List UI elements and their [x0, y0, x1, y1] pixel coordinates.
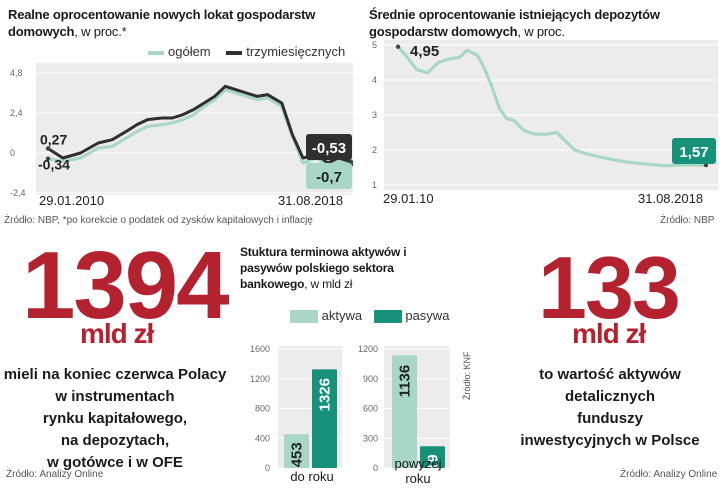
- chart3-y-tick: 0: [265, 463, 270, 473]
- bar-value-label: 453: [289, 442, 306, 467]
- left-stat-number: 1394: [22, 232, 230, 339]
- chart1-end-label-light: -0,7: [316, 169, 342, 186]
- chart1-start-label-dark: 0,27: [40, 132, 67, 148]
- chart1-title-rest: , w proc.*: [74, 24, 127, 39]
- right-stat-unit: mld zł: [572, 318, 646, 349]
- left-stat-source: Źródło: Analizy Online: [6, 469, 104, 480]
- chart1-start-label-light: -0,34: [38, 157, 70, 173]
- bar-pasywa: [312, 369, 337, 468]
- left-desc-line: w gotówce i w OFE: [47, 454, 183, 471]
- chart3-y-tick: 1200: [358, 344, 378, 354]
- chart1-svg: -2,4 0 2,4 4,8 0,27 -0,34 -0,53 -0,7: [10, 68, 354, 198]
- right-stat-description: to wartość aktywów detalicznych funduszy…: [500, 364, 720, 452]
- left-stat-unit: mld zł: [80, 318, 154, 349]
- chart1-y-tick: 0: [10, 148, 15, 158]
- bar-value-label: 1136: [397, 365, 414, 398]
- chart2-title-rest: , w proc.: [517, 24, 565, 39]
- chart1-series-ogolem: [47, 88, 352, 168]
- chart3-y-tick: 400: [255, 433, 270, 443]
- legend-line-ogolem: [148, 50, 164, 55]
- chart3-group2-label: powyżej roku: [386, 456, 450, 486]
- chart2-y-tick: 3: [372, 110, 377, 120]
- chart1-end-box-dark: [306, 134, 352, 160]
- legend-label-aktywa: aktywa: [321, 308, 363, 323]
- chart2-y-tick: 1: [372, 180, 377, 190]
- chart1-y-tick: -2,4: [10, 188, 26, 198]
- left-desc-line: na depozytach,: [60, 432, 170, 449]
- chart3-title: Stuktura terminowa aktywów i pasywów pol…: [240, 244, 460, 292]
- chart3-y-tick: 600: [363, 404, 378, 414]
- chart2-start-point: [395, 44, 401, 49]
- group-label-line: powyżej: [394, 456, 442, 471]
- chart3-title-rest: , w mld zł: [304, 277, 353, 291]
- bar-aktywa: [392, 355, 417, 468]
- chart1-plot-area: [36, 63, 353, 195]
- chart3-y-tick: 300: [363, 433, 378, 443]
- chart3-y-tick: 900: [363, 374, 378, 384]
- group-label-line: roku: [405, 471, 431, 486]
- left-desc-line: mieli na koniec czerwca Polacy: [3, 366, 227, 383]
- chart3-y-tick: 1600: [250, 344, 270, 354]
- chart2-series-line: [396, 45, 706, 168]
- right-desc-line: inwestycyjnych w Polsce: [520, 432, 700, 449]
- chart2-y-tick: 4: [372, 75, 377, 85]
- chart2-source: Źródło: NBP: [660, 215, 715, 226]
- legend-box-aktywa: [290, 310, 318, 324]
- right-desc-line: to wartość aktywów: [539, 366, 681, 383]
- left-stat-description: mieli na koniec czerwca Polacy w instrum…: [0, 364, 230, 474]
- chart2-start-date: 29.01.10: [383, 191, 434, 206]
- chart3-group1-label: do roku: [282, 469, 342, 484]
- chart2-y-tick: 5: [372, 40, 377, 50]
- chart3-y-tick: 0: [373, 463, 378, 473]
- chart1-end-point: [348, 159, 354, 165]
- legend-box-pasywa: [373, 310, 402, 324]
- chart1-start-point: [45, 146, 51, 151]
- chart1-title: Realne oprocentowanie nowych lokat gospo…: [8, 6, 358, 40]
- chart1-title-bold: Realne oprocentowanie nowych lokat gospo…: [8, 7, 316, 39]
- right-desc-line: funduszy: [577, 410, 643, 427]
- left-desc-line: rynku kapitałowego,: [42, 410, 188, 427]
- chart1-end-box-light: [306, 163, 352, 189]
- chart1-y-tick: 4,8: [10, 68, 23, 78]
- right-desc-line: detalicznych: [564, 388, 656, 405]
- group-label-line: do roku: [290, 469, 334, 484]
- bar-value-label: 219: [425, 454, 442, 479]
- chart1-start-point: [45, 156, 51, 161]
- bar-value-label: 1326: [317, 378, 334, 411]
- left-desc-line: w instrumentach: [55, 388, 175, 405]
- right-stat-number: 133: [538, 238, 681, 337]
- chart2-y-tick: 2: [372, 145, 377, 155]
- chart1-end-label-dark: -0,53: [312, 140, 346, 157]
- bar-pasywa: [420, 446, 445, 468]
- chart1-series-trzymiesiecznych: [47, 84, 352, 165]
- chart2-end-date: 31.08.2018: [638, 191, 704, 206]
- chart2-title-bold: Średnie oprocentowanie istniejących depo…: [369, 7, 660, 39]
- chart1-source: Źródło: NBP, *po korekcie o podatek od z…: [4, 215, 313, 226]
- chart2-svg: 1 2 3 4 5 4,95 1,57: [372, 40, 718, 190]
- legend-label-pasywa: pasywa: [405, 308, 450, 323]
- legend-line-trzymiesiecznych: [226, 50, 243, 55]
- chart3-title-bold: Stuktura terminowa aktywów i pasywów pol…: [240, 245, 407, 291]
- chart3-legend: aktywa pasywa: [290, 308, 450, 324]
- chart3-y-tick: 800: [255, 404, 270, 414]
- chart3-source: Źródło: KNF: [462, 351, 472, 400]
- chart3-y-tick: 1200: [250, 374, 270, 384]
- chart2-end-label: 1,57: [679, 144, 708, 161]
- chart1-legend: ogółem trzymiesięcznych: [148, 44, 345, 59]
- right-stat-source: Źródło: Analizy Online: [620, 469, 718, 480]
- chart1-start-date: 29.01.2010: [39, 193, 105, 208]
- chart2-end-box: [672, 138, 716, 164]
- bar-aktywa: [284, 434, 309, 468]
- chart1-y-tick: 2,4: [10, 108, 23, 118]
- legend-label-ogolem: ogółem: [168, 44, 211, 59]
- chart2-start-label: 4,95: [410, 43, 439, 60]
- chart2-title: Średnie oprocentowanie istniejących depo…: [369, 6, 719, 40]
- legend-label-trzymiesiecznych: trzymiesięcznych: [246, 44, 346, 59]
- chart1-end-date: 31.08.2018: [278, 193, 344, 208]
